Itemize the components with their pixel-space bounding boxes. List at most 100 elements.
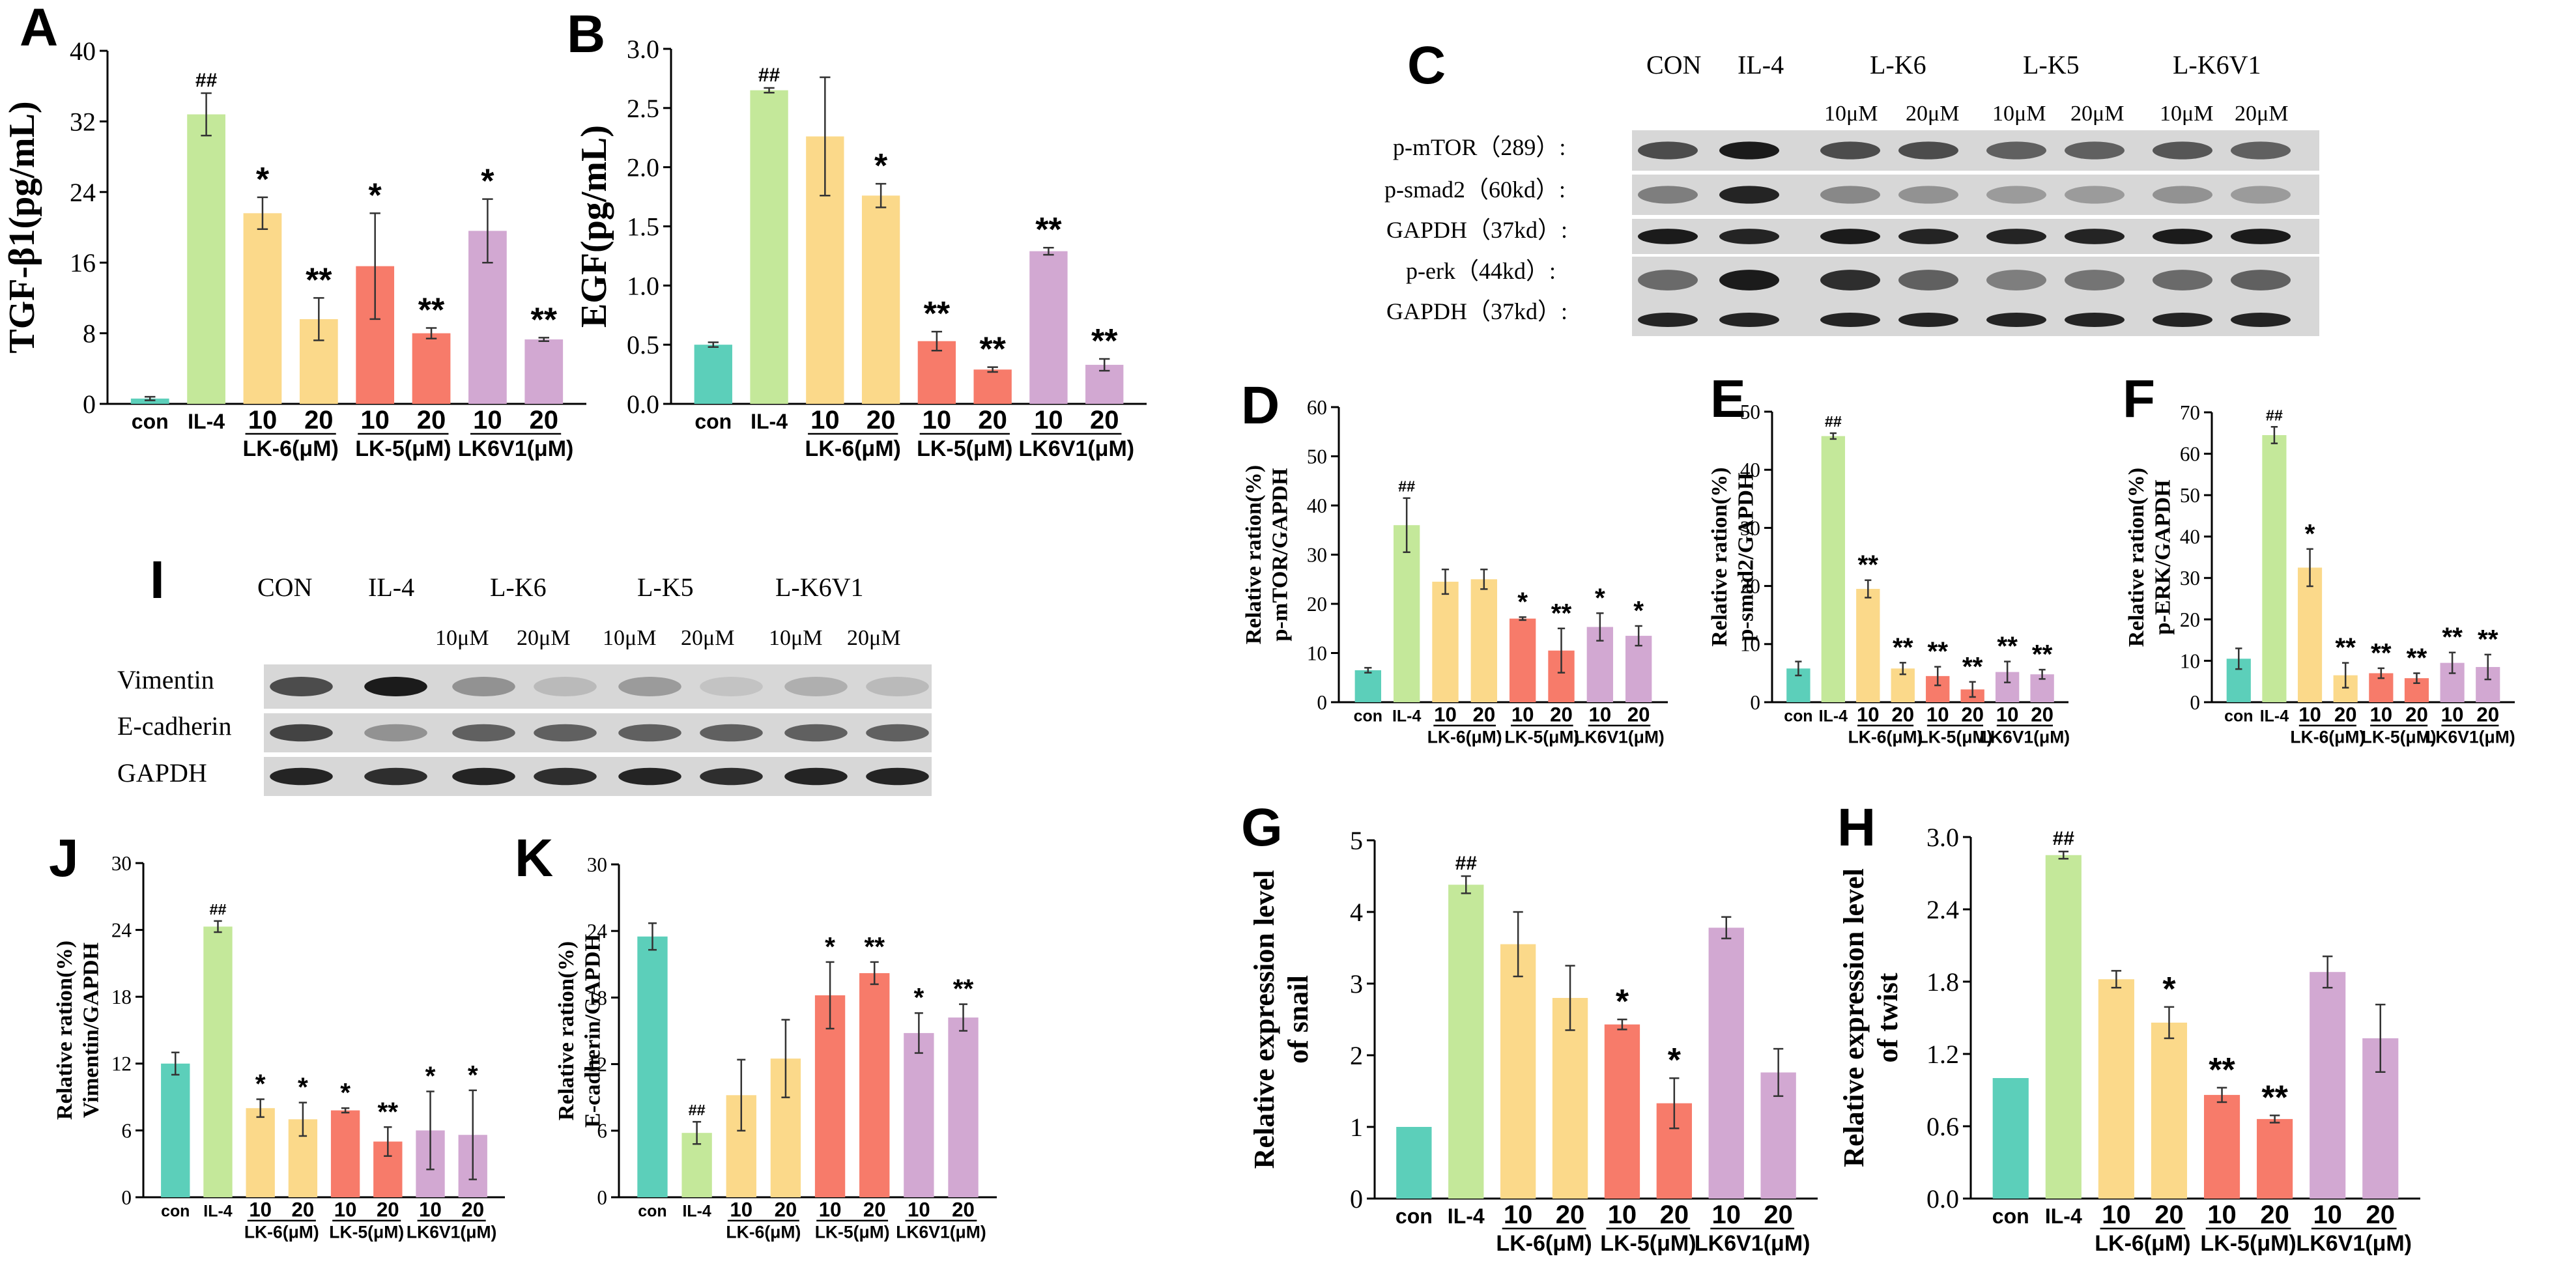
x-tick-label: 10: [1034, 406, 1063, 434]
x-tick-label: 20: [2366, 1201, 2396, 1229]
y-tick-label: 12: [587, 1053, 607, 1076]
blot-i-band: [700, 767, 763, 786]
x-tick-label: 20: [2260, 1201, 2289, 1229]
group-label: LK6V1(μM): [2425, 727, 2515, 746]
x-tick-label: 20: [377, 1199, 399, 1221]
significance-mark: *: [1595, 582, 1605, 612]
x-tick-label: 20: [2031, 704, 2054, 726]
blot-i-dose-3: 10μM: [603, 626, 656, 650]
blot-c-band: [2231, 229, 2291, 244]
x-tick-label: 20: [1891, 704, 1914, 726]
blot-c-band: [1898, 229, 1958, 244]
x-tick-label: con: [1395, 1204, 1433, 1228]
significance-mark: **: [953, 974, 974, 1004]
blot-c-band: [1719, 186, 1779, 204]
x-tick-label: IL-4: [682, 1202, 711, 1221]
bar-il4-1: [187, 114, 225, 404]
bar-20-5: [412, 333, 451, 404]
blot-c-band: [1719, 141, 1779, 160]
panel-label-g: G: [1241, 798, 1283, 857]
group-label: LK-6(μM): [242, 436, 338, 461]
y-tick-label: 3.0: [1926, 823, 1959, 852]
blot-i-band: [452, 767, 515, 786]
x-tick-label: 10: [908, 1199, 930, 1221]
y-axis-label: p-ERK/GAPDH: [2151, 479, 2175, 635]
panel-label-b: B: [567, 5, 605, 64]
significance-mark: **: [1858, 550, 1879, 580]
x-tick-label: 10: [2298, 704, 2321, 726]
blot-c-header-il4: IL-4: [1738, 50, 1784, 79]
blot-c-header-lk5: L-K5: [2023, 50, 2080, 79]
blot-c-band: [1638, 270, 1698, 291]
significance-mark: *: [913, 982, 924, 1012]
group-label: LK-6(μM): [726, 1222, 801, 1242]
bar-con-0: [1354, 670, 1381, 702]
x-tick-label: 20: [1550, 704, 1573, 726]
significance-mark: ##: [689, 1102, 706, 1118]
bar-10-4: [1604, 1024, 1640, 1199]
x-tick-label: 10: [419, 1199, 442, 1221]
blot-i-dose-2: 20μM: [517, 626, 570, 650]
x-tick-label: 20: [304, 406, 334, 434]
bar-20-5: [2257, 1118, 2293, 1199]
chart-e-p-smad2: E 0 10 20 30 40 50 Relative ration(%) p-smad2/GA…: [1707, 369, 2070, 746]
blot-c-band: [1820, 313, 1880, 327]
bar-il4-1: [2045, 855, 2082, 1199]
x-tick-label: 10: [1712, 1201, 1741, 1229]
x-tick-label: 10: [1996, 704, 2019, 726]
x-tick-label: con: [132, 410, 169, 433]
significance-mark: *: [481, 163, 494, 201]
blot-i-band: [784, 724, 848, 742]
y-tick-label: 1: [1350, 1113, 1363, 1142]
x-tick-label: con: [1992, 1204, 2029, 1228]
significance-mark: ##: [758, 64, 780, 86]
x-tick-label: 20: [863, 1199, 886, 1221]
bar-il4-1: [1821, 436, 1846, 702]
blot-i-band: [534, 677, 597, 696]
bar-10-2: [2098, 979, 2134, 1199]
y-tick-label: 6: [597, 1120, 607, 1143]
blot-i-strips: [264, 664, 932, 796]
y-tick-label: 50: [2180, 484, 2200, 507]
group-label: LK-5(μM): [2362, 727, 2437, 746]
y-tick-label: 10: [2180, 649, 2200, 672]
x-tick-label: 10: [2441, 704, 2464, 726]
group-label: LK6V1(μM): [1574, 727, 1665, 746]
blot-i-header-il4: IL-4: [368, 573, 414, 602]
group-label: LK-6(μM): [2095, 1231, 2190, 1256]
significance-mark: **: [2209, 1051, 2235, 1089]
significance-mark: *: [1616, 983, 1629, 1021]
blot-c-band: [1820, 270, 1880, 291]
bar-10-2: [1432, 582, 1459, 702]
x-tick-label: 10: [2102, 1201, 2131, 1229]
blot-i-band: [534, 724, 597, 742]
y-axis-label: TGF-β1(pg/mL): [2, 101, 42, 353]
y-axis-label: p-mTOR/GAPDH: [1268, 468, 1293, 642]
significance-mark: ##: [1398, 478, 1415, 495]
y-tick-label: 40: [2180, 526, 2200, 548]
x-tick-label: IL-4: [1819, 707, 1848, 726]
y-tick-label: 50: [1307, 445, 1327, 468]
x-tick-label: 10: [2369, 704, 2392, 726]
blot-c-band: [1898, 270, 1958, 291]
blot-i-band: [700, 724, 763, 742]
blot-i-header-con: CON: [257, 573, 312, 602]
bar-il4-1: [750, 90, 788, 405]
x-tick-label: 20: [2334, 704, 2357, 726]
blot-c-row-5: GAPDH（37kd）:: [1386, 298, 1567, 324]
bar-10-2: [1500, 944, 1536, 1199]
y-tick-label: 30: [2180, 567, 2200, 590]
bar-20-3: [2151, 1022, 2188, 1199]
y-tick-label: 0: [1350, 1184, 1363, 1214]
panel-label-e: E: [1710, 369, 1746, 429]
x-tick-label: 20: [1660, 1201, 1689, 1229]
bar-il4-1: [1448, 885, 1484, 1199]
y-tick-label: 40: [70, 36, 96, 66]
blot-i-header-lk5: L-K5: [637, 573, 694, 602]
chart-k-e-cadherin: K 0 6 12 18 24 30 Relative ration(%) E-cadherin/…: [515, 829, 997, 1242]
blot-c-band: [1638, 141, 1698, 160]
y-tick-label: 60: [1307, 396, 1327, 419]
bar-10-2: [2297, 567, 2323, 702]
group-label: LK6V1(μM): [1980, 727, 2070, 746]
blot-c-band: [1820, 229, 1880, 244]
